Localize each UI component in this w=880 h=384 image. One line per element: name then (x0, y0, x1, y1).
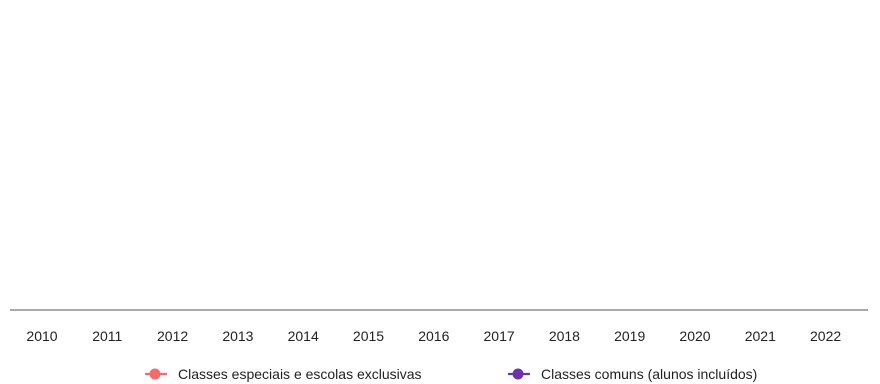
x-tick-label: 2011 (92, 328, 122, 344)
legend-item-2: Classes comuns (alunos incluídos) (508, 366, 757, 382)
x-tick-label: 2013 (222, 328, 253, 344)
x-tick-label: 2022 (810, 328, 841, 344)
x-tick-label: 2020 (679, 328, 710, 344)
x-tick-label: 2017 (484, 328, 515, 344)
x-tick-label: 2015 (353, 328, 384, 344)
x-tick-label: 2014 (288, 328, 319, 344)
legend: Classes especiais e escolas exclusivas Cl… (145, 366, 757, 382)
x-tick-label: 2016 (418, 328, 449, 344)
legend-item-1: Classes especiais e escolas exclusivas (145, 366, 422, 382)
legend-marker (149, 368, 161, 380)
legend-marker (512, 368, 524, 380)
x-tick-label: 2018 (549, 328, 580, 344)
x-tick-label: 2012 (157, 328, 188, 344)
legend-label: Classes especiais e escolas exclusivas (178, 366, 422, 382)
legend-label: Classes comuns (alunos incluídos) (541, 366, 757, 382)
x-tick-label: 2019 (614, 328, 645, 344)
x-axis-ticks: 2010 2011 2012 2013 2014 2015 2016 2017 2018 2019… (26, 328, 841, 344)
x-tick-label: 2010 (26, 328, 57, 344)
x-tick-label: 2021 (745, 328, 776, 344)
